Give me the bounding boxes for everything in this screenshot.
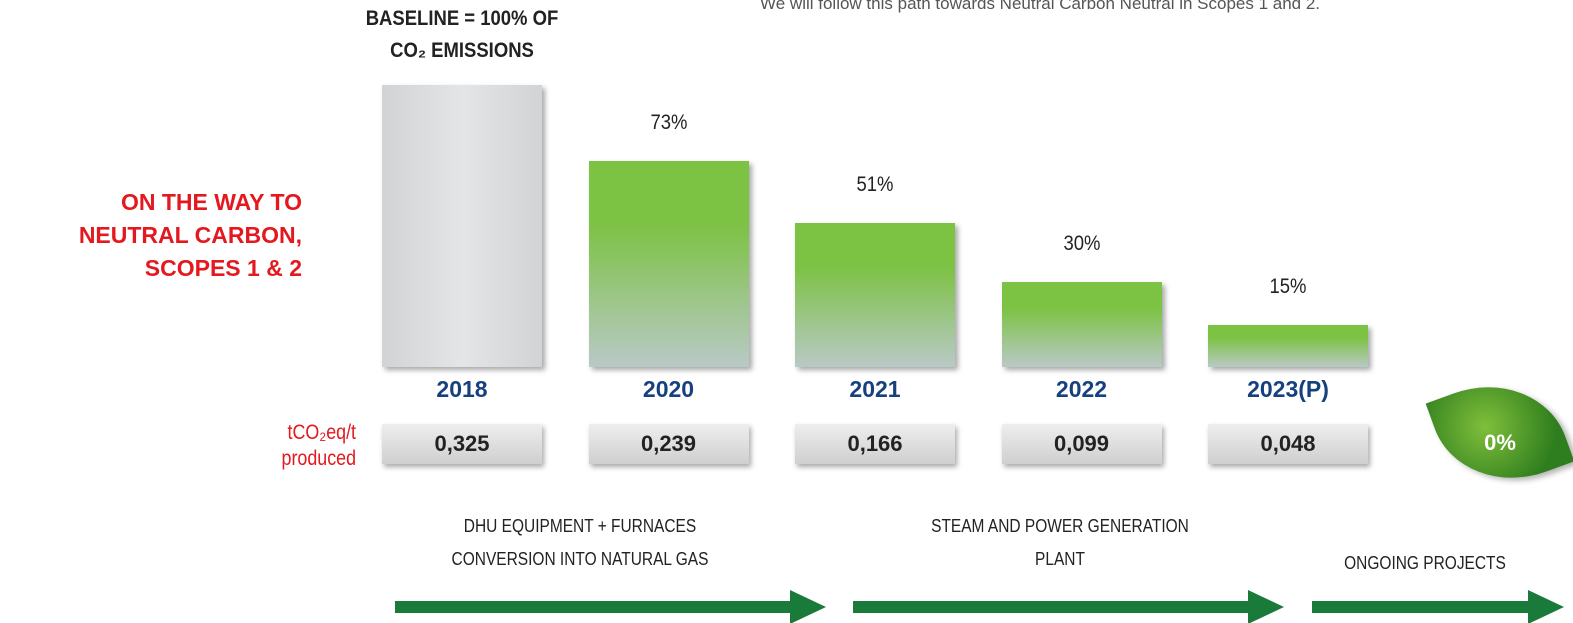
x-tick-label: 2023(P) bbox=[1247, 376, 1329, 402]
intensity-value: 0,099 bbox=[1001, 424, 1162, 464]
value-label: 51% bbox=[856, 173, 894, 197]
intensity-unit: tCO₂eq/t produced bbox=[281, 421, 356, 470]
phase-label: STEAM AND POWER GENERATION PLANT bbox=[931, 516, 1189, 569]
bar bbox=[382, 85, 542, 367]
chart-title: ON THE WAY TO NEUTRAL CARBON, SCOPES 1 &… bbox=[78, 189, 302, 281]
target-label: 0% bbox=[1484, 430, 1516, 455]
value-label: 73% bbox=[650, 111, 687, 135]
x-tick-label: 2022 bbox=[1055, 376, 1108, 402]
intensity-value: 0,166 bbox=[795, 424, 955, 464]
arrow bbox=[1312, 590, 1564, 623]
phase-label: DHU EQUIPMENT + FURNACES CONVERSION INTO… bbox=[451, 516, 709, 569]
bar bbox=[795, 223, 955, 367]
value-label: BASELINE = 100% OF CO₂ EMISSIONS bbox=[365, 7, 559, 62]
intensity-value: 0,325 bbox=[382, 424, 542, 464]
phase-label: ONGOING PROJECTS bbox=[1344, 553, 1506, 573]
intensity-value: 0,239 bbox=[588, 424, 749, 464]
x-tick-label: 2021 bbox=[849, 376, 901, 402]
arrows bbox=[395, 590, 1564, 623]
bar bbox=[1001, 282, 1162, 367]
intensity-value: 0,048 bbox=[1208, 424, 1368, 464]
bar bbox=[1208, 324, 1368, 367]
value-label: 15% bbox=[1269, 274, 1307, 298]
x-tick-label: 2020 bbox=[642, 376, 695, 402]
subtitle: We will follow this path towards Neutral… bbox=[760, 0, 1321, 13]
bar bbox=[588, 161, 749, 367]
x-tick-label: 2018 bbox=[436, 376, 488, 402]
arrow bbox=[853, 590, 1284, 623]
value-label: 30% bbox=[1063, 232, 1100, 256]
arrow bbox=[395, 590, 826, 623]
